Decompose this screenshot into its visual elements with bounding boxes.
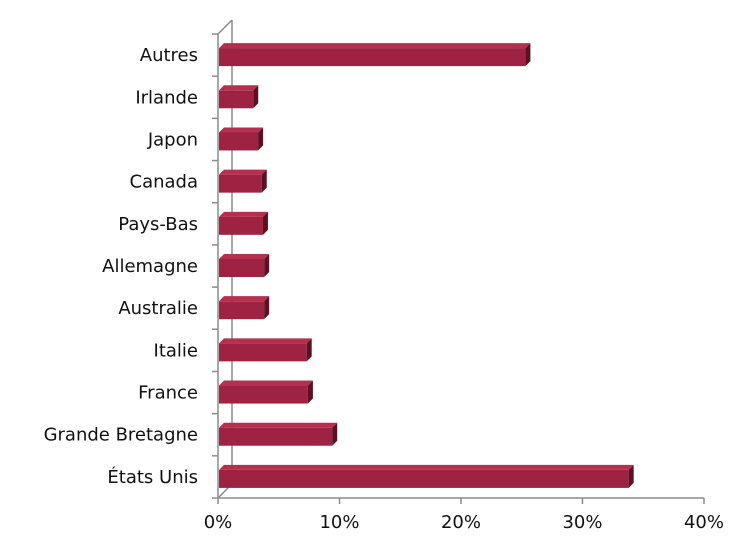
y-tick-marks xyxy=(212,33,218,499)
bar-front-face xyxy=(219,90,254,109)
bar-front-face xyxy=(219,385,308,404)
bar-side-face xyxy=(264,254,270,277)
x-tick-label: 30% xyxy=(562,512,602,533)
bar-side-face xyxy=(332,422,338,446)
bar-side-face xyxy=(253,85,259,109)
bar-top-face xyxy=(219,338,312,344)
bar-front-face xyxy=(219,343,307,362)
bar xyxy=(219,296,270,320)
bar xyxy=(219,254,270,277)
bar-side-face xyxy=(258,127,264,151)
bars-group xyxy=(219,43,634,488)
bar-front-face xyxy=(219,132,259,151)
category-label: Autres xyxy=(140,45,198,66)
bar-top-face xyxy=(219,169,267,175)
bar-side-face xyxy=(307,380,313,404)
category-label: États Unis xyxy=(107,466,198,488)
bar-front-face xyxy=(219,301,265,320)
bar xyxy=(219,43,531,67)
bar-front-face xyxy=(219,427,333,446)
bar xyxy=(219,127,264,151)
bar-top-face xyxy=(219,422,338,428)
bar-top-face xyxy=(219,211,268,217)
bar-top-face xyxy=(219,43,531,49)
category-label: Pays-Bas xyxy=(118,214,198,235)
category-labels: Autres Irlande Japon Canada Pays-Bas Allemagn… xyxy=(44,45,198,488)
bar xyxy=(219,338,312,362)
bar-side-face xyxy=(306,338,312,362)
x-tick-marks xyxy=(217,498,705,504)
category-label: Irlande xyxy=(135,87,198,108)
bar-top-face xyxy=(219,254,270,259)
category-label: France xyxy=(138,383,198,404)
bar-top-face xyxy=(219,127,264,133)
bar-front-face xyxy=(219,259,265,277)
bar xyxy=(219,211,268,235)
x-tick-labels: 0% 10% 20% 30% 40% xyxy=(204,512,724,533)
bar-front-face xyxy=(219,174,262,193)
category-label: Grande Bretagne xyxy=(44,425,198,446)
bar-side-face xyxy=(262,211,268,235)
bar-front-face xyxy=(219,216,263,235)
x-tick-label: 20% xyxy=(441,512,481,533)
bar-side-face xyxy=(261,169,267,193)
bar xyxy=(219,169,267,193)
bar-top-face xyxy=(219,85,259,91)
top-depth xyxy=(217,19,233,35)
x-tick-label: 10% xyxy=(319,512,359,533)
category-label: Australie xyxy=(118,298,198,319)
bar-top-face xyxy=(219,380,313,386)
bar-side-face xyxy=(628,464,634,488)
category-label: Japon xyxy=(147,129,198,150)
x-tick-label: 0% xyxy=(204,512,233,533)
category-label: Allemagne xyxy=(102,256,198,277)
bar-front-face xyxy=(219,48,526,67)
bar xyxy=(219,380,313,404)
bar-top-face xyxy=(219,464,634,470)
bar-side-face xyxy=(264,296,270,320)
bar xyxy=(219,85,259,109)
x-tick-label: 40% xyxy=(684,512,724,533)
category-label: Italie xyxy=(154,340,198,361)
bar xyxy=(219,422,338,446)
category-label: Canada xyxy=(130,172,199,193)
bar-top-face xyxy=(219,296,270,302)
bar xyxy=(219,464,634,488)
bar-front-face xyxy=(219,469,629,488)
bar-side-face xyxy=(525,43,531,67)
